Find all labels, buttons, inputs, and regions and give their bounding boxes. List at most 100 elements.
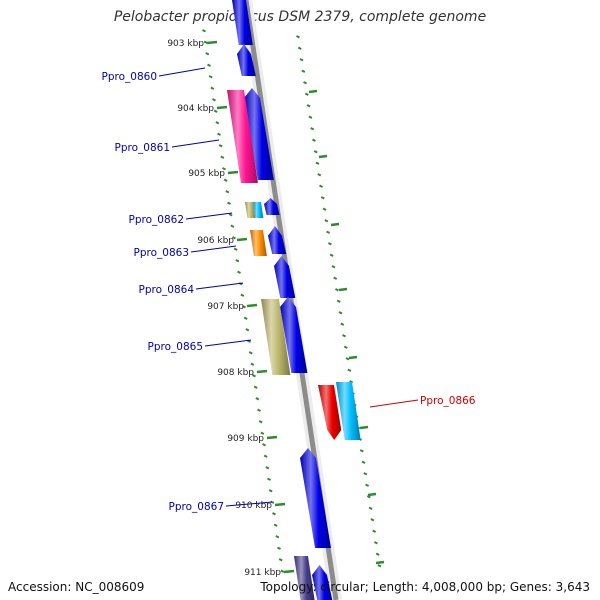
gene-blue xyxy=(244,88,274,180)
tick-mark xyxy=(304,92,309,96)
tick-mark xyxy=(207,63,211,67)
tick-mark xyxy=(223,178,228,182)
tick-mark xyxy=(299,58,304,62)
kbp-major-tick xyxy=(308,89,318,94)
gene-blue xyxy=(280,297,308,373)
tick-mark xyxy=(375,552,380,556)
gene-label-leader xyxy=(369,399,419,408)
kbp-label: 904 kbp xyxy=(177,104,214,114)
tick-mark xyxy=(235,259,240,263)
kbp-major-tick xyxy=(359,425,369,430)
kbp-major-tick xyxy=(274,502,286,507)
tick-mark xyxy=(225,190,230,194)
tick-mark xyxy=(215,121,220,125)
gene-label-leader xyxy=(195,282,244,290)
tick-mark xyxy=(253,385,258,389)
tick-mark xyxy=(361,460,366,464)
gene-label-leader xyxy=(158,67,206,77)
tick-mark xyxy=(218,144,223,148)
tick-mark xyxy=(324,219,329,223)
tick-mark xyxy=(313,150,318,154)
kbp-major-tick xyxy=(338,287,348,292)
tick-mark xyxy=(210,86,215,90)
tick-mark xyxy=(245,328,250,332)
tick-mark xyxy=(377,564,382,568)
kbp-major-tick xyxy=(206,40,218,45)
tick-mark xyxy=(335,288,339,292)
gene-blue xyxy=(232,0,253,45)
gene-label-leader xyxy=(204,339,252,347)
tick-mark xyxy=(310,127,315,131)
gene-cyan xyxy=(336,382,361,440)
tick-track-left xyxy=(202,29,285,573)
gene-label-leader xyxy=(190,245,237,253)
tick-mark xyxy=(336,299,341,303)
gene-orange xyxy=(250,230,267,256)
gene-red xyxy=(318,385,342,440)
gene-label: Ppro_0865 xyxy=(148,341,203,353)
kbp-major-tick xyxy=(375,560,385,565)
kbp-major-tick xyxy=(256,369,268,374)
tick-mark xyxy=(345,357,350,361)
tick-mark xyxy=(319,184,323,188)
tick-mark xyxy=(327,242,332,246)
tick-mark xyxy=(248,351,253,355)
tick-mark xyxy=(268,489,273,493)
tick-mark xyxy=(202,29,206,33)
tick-mark xyxy=(296,35,300,39)
genome-summary: Topology: circular; Length: 4,008,000 bp… xyxy=(260,580,590,594)
tick-mark xyxy=(338,311,343,315)
kbp-major-tick xyxy=(266,435,278,440)
tick-mark xyxy=(258,420,263,424)
gene-slate xyxy=(294,556,315,600)
kbp-major-tick xyxy=(367,492,377,497)
gene-blue xyxy=(300,448,331,548)
kbp-label: 910 kbp xyxy=(235,501,272,511)
gene-label: Ppro_0862 xyxy=(129,214,184,226)
tick-mark xyxy=(255,397,260,401)
tick-mark xyxy=(372,529,377,533)
tick-mark xyxy=(331,265,336,269)
gene-label-leader xyxy=(225,501,273,507)
tick-mark xyxy=(243,316,248,320)
tick-mark xyxy=(303,81,308,85)
gene-blue xyxy=(237,44,256,76)
tick-mark xyxy=(373,541,378,545)
tick-mark xyxy=(257,408,261,412)
gene-blue xyxy=(268,226,287,254)
gene-magenta xyxy=(227,90,258,183)
tick-mark xyxy=(275,535,280,539)
tick-mark xyxy=(267,477,271,481)
tick-mark xyxy=(322,207,327,211)
tick-mark xyxy=(212,98,216,102)
gene-label: Ppro_0863 xyxy=(134,247,189,259)
tick-mark xyxy=(233,247,238,251)
tick-mark xyxy=(273,523,278,527)
tick-mark xyxy=(340,322,345,326)
kbp-label: 909 kbp xyxy=(227,434,264,444)
gene-blue xyxy=(264,198,280,215)
kbp-major-tick xyxy=(236,237,248,242)
tick-mark xyxy=(205,52,210,56)
gene-label: Ppro_0866 xyxy=(420,395,476,407)
tick-mark xyxy=(315,161,320,165)
tick-mark xyxy=(265,466,270,470)
tick-mark xyxy=(222,167,226,171)
tick-mark xyxy=(329,253,334,257)
tick-mark xyxy=(343,345,348,349)
genome-title: Pelobacter propionicus DSM 2379, complet… xyxy=(113,9,487,25)
tick-mark xyxy=(359,449,364,453)
kbp-major-tick xyxy=(227,170,239,175)
kbp-label: 905 kbp xyxy=(188,169,225,179)
tick-mark xyxy=(277,546,281,550)
kbp-label: 906 kbp xyxy=(197,236,234,246)
kbp-major-tick xyxy=(283,569,295,574)
tick-mark xyxy=(333,276,338,280)
tick-mark xyxy=(232,236,236,240)
tick-mark xyxy=(365,483,370,487)
tick-mark xyxy=(252,374,256,378)
tick-mark xyxy=(317,173,322,177)
gene-label: Ppro_0860 xyxy=(102,71,157,83)
tick-mark xyxy=(347,368,352,372)
